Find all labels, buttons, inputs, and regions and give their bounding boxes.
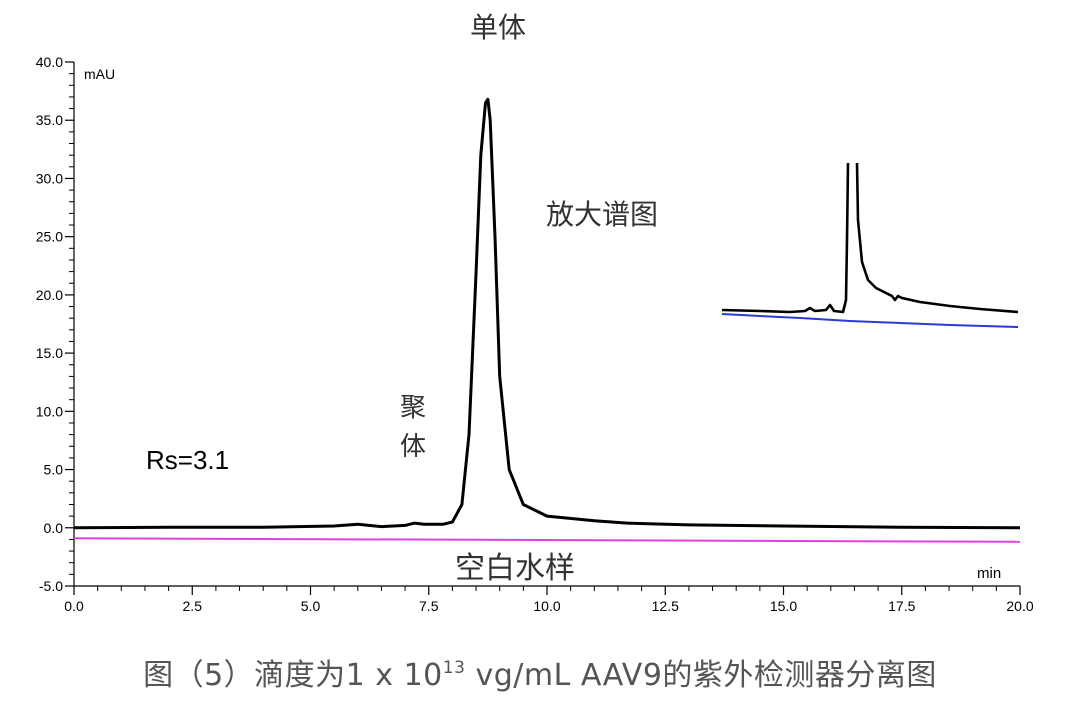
x-axis-unit-label: min (977, 565, 1001, 582)
inset-sample-trace (721, 162, 1019, 314)
x-tick-label: 15.0 (770, 598, 797, 614)
y-tick-label: 40.0 (36, 54, 63, 70)
sample-trace (73, 97, 1021, 530)
axes (73, 62, 1020, 587)
y-tick-label: 30.0 (36, 170, 63, 186)
x-tick-label: 2.5 (183, 598, 203, 614)
x-axis-ticks: 0.0 2.5 5.0 7.5 10.0 12.5 15.0 17.5 20.0 (64, 586, 1034, 614)
x-tick-label: 0.0 (64, 598, 84, 614)
x-tick-label: 20.0 (1006, 598, 1033, 614)
blank-label: 空白水样 (455, 551, 575, 586)
figure-caption: 图（5）滴度为1 x 1013 vg/mL AAV9的紫外检测器分离图 (0, 650, 1080, 694)
resolution-label: Rs=3.1 (146, 445, 229, 475)
x-tick-label: 10.0 (533, 598, 560, 614)
inset-blank-trace (721, 313, 1019, 328)
x-tick-label: 5.0 (301, 598, 321, 614)
x-tick-label: 17.5 (888, 598, 915, 614)
caption-suffix: vg/mL AAV9的紫外检测器分离图 (465, 658, 937, 693)
zoom-view-label: 放大谱图 (546, 198, 658, 231)
x-tick-label: 7.5 (419, 598, 439, 614)
y-axis-unit-label: mAU (84, 66, 115, 82)
blank-water-trace (73, 537, 1021, 543)
aggregate-label-line1: 聚 (400, 393, 426, 423)
monomer-label: 单体 (470, 11, 526, 44)
y-tick-label: 20.0 (36, 287, 63, 303)
chromatogram-chart: -5.00.05.010.015.020.025.030.035.040.0 0… (36, 11, 1034, 614)
caption-superscript: 13 (442, 658, 466, 678)
x-tick-label: 12.5 (652, 598, 679, 614)
zoom-inset (721, 162, 1019, 328)
y-tick-label: 25.0 (36, 229, 63, 245)
y-tick-label: 35.0 (36, 112, 63, 128)
aggregate-label-line2: 体 (400, 432, 426, 462)
y-tick-label: 10.0 (36, 403, 63, 419)
y-tick-label: 15.0 (36, 345, 63, 361)
y-tick-label: 0.0 (44, 520, 64, 536)
y-tick-label: -5.0 (39, 578, 63, 594)
y-axis-ticks: -5.0 0.0 5.0 10.0 15.0 20.0 25.0 30.0 35.0 40.0 (36, 54, 74, 594)
y-tick-label: 5.0 (44, 462, 64, 478)
caption-prefix: 图（5）滴度为1 x 10 (143, 658, 443, 693)
